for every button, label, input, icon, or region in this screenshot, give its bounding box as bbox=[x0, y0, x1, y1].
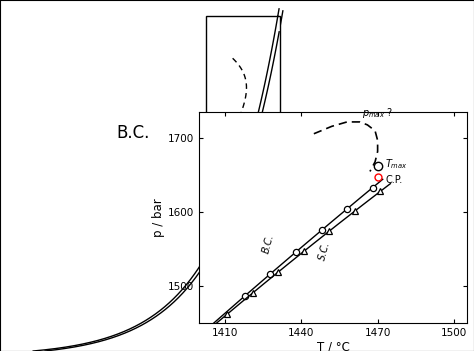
Bar bbox=[206, 16, 280, 149]
Y-axis label: p / bar: p / bar bbox=[152, 198, 165, 237]
X-axis label: T / °C: T / °C bbox=[317, 340, 349, 351]
Text: B.C.: B.C. bbox=[261, 233, 275, 255]
Text: S.C.: S.C. bbox=[317, 240, 331, 261]
Text: $T_{max}$: $T_{max}$ bbox=[385, 157, 408, 171]
Text: $p_{max}$ ?: $p_{max}$ ? bbox=[362, 106, 393, 120]
Text: C.P.: C.P. bbox=[385, 174, 402, 185]
Text: B.C.: B.C. bbox=[116, 124, 149, 143]
Text: S.C.: S.C. bbox=[230, 184, 263, 202]
